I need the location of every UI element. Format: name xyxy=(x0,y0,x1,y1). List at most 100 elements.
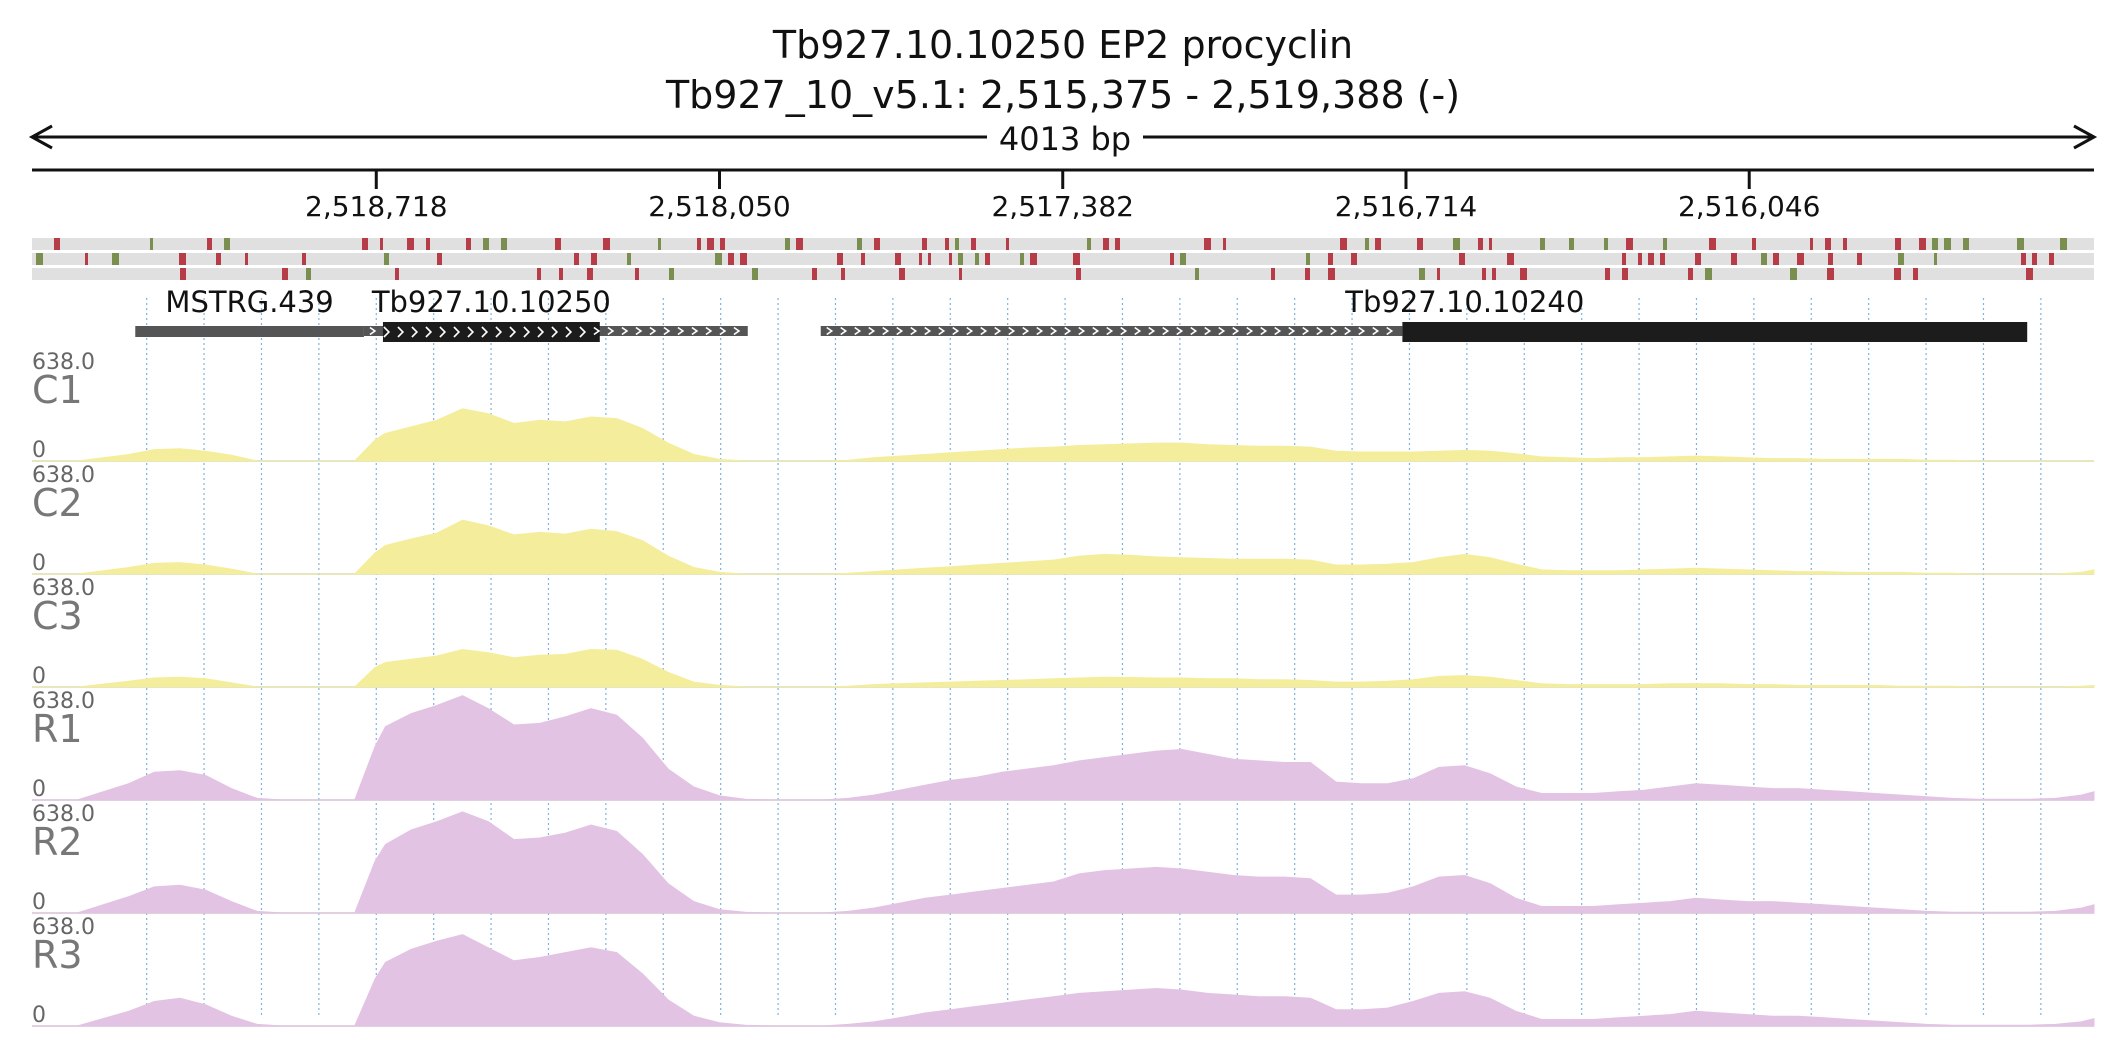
stop-codon-mark xyxy=(1492,268,1496,280)
strand-chevron-icon xyxy=(1358,326,1366,336)
gene-models: MSTRG.439 Tb927.10.10250 Tb927.10.10240 xyxy=(135,285,2028,342)
stop-codon-mark xyxy=(426,238,430,250)
ruler-tick-label-1: 2,518,050 xyxy=(648,190,791,223)
ymax-label: 638.0 xyxy=(32,915,95,940)
start-codon-mark xyxy=(2060,238,2067,250)
stop-codon-mark xyxy=(380,238,383,250)
stop-codon-mark xyxy=(899,268,905,280)
stop-codon-mark xyxy=(1695,253,1701,265)
gene-1-cds xyxy=(382,322,600,342)
span-arrow-left-icon xyxy=(28,124,53,150)
strand-chevron-icon xyxy=(854,326,862,336)
stop-codon-mark xyxy=(812,268,817,280)
strand-chevron-icon xyxy=(677,326,685,336)
stop-codon-mark xyxy=(2049,253,2054,265)
ymin-label: 0 xyxy=(32,890,46,915)
stop-codon-mark xyxy=(1482,268,1486,280)
strand-chevron-icon xyxy=(1302,326,1310,336)
stop-codon-mark xyxy=(1752,238,1756,250)
strand-chevron-icon xyxy=(537,326,545,338)
stop-codon-mark xyxy=(1030,253,1037,265)
strand-chevron-icon xyxy=(705,326,713,336)
start-codon-mark xyxy=(1932,238,1938,250)
track-name-R2: R2 xyxy=(32,820,83,864)
strand-chevron-icon xyxy=(621,326,629,336)
strand-chevron-icon xyxy=(1372,326,1380,336)
stop-codon-mark xyxy=(587,268,593,280)
track-R3: 638.0R3 0 xyxy=(32,915,2095,1028)
strand-chevron-icon xyxy=(579,326,587,338)
stop-codon-mark xyxy=(1797,253,1804,265)
stop-codon-mark xyxy=(697,238,701,250)
stop-codon-mark xyxy=(928,253,931,265)
start-codon-mark xyxy=(36,253,43,265)
ymin-label: 0 xyxy=(32,664,46,689)
frame-track-0 xyxy=(32,238,2094,250)
stop-codon-mark xyxy=(874,238,880,250)
strand-chevron-icon xyxy=(1260,326,1268,336)
strand-chevron-icon xyxy=(1190,326,1198,336)
stop-codon-mark xyxy=(796,238,803,250)
strand-chevron-icon xyxy=(826,326,834,336)
start-codon-mark xyxy=(627,253,631,265)
strand-chevron-icon xyxy=(1092,326,1100,336)
strand-chevron-icon xyxy=(868,326,876,336)
start-codon-mark xyxy=(501,238,507,250)
strand-chevron-icon xyxy=(453,326,461,338)
stop-codon-mark xyxy=(1204,238,1211,250)
strand-chevron-icon xyxy=(1330,326,1338,336)
strand-chevron-icon xyxy=(565,326,573,338)
start-codon-mark xyxy=(1180,253,1186,265)
stop-codon-mark xyxy=(1006,238,1009,250)
track-R2: 638.0R2 0 xyxy=(32,802,2095,915)
start-codon-mark xyxy=(1604,238,1608,250)
stop-codon-mark xyxy=(179,253,186,265)
stop-codon-mark xyxy=(1857,253,1862,265)
stop-codon-mark xyxy=(603,238,610,250)
stop-codon-mark xyxy=(635,268,639,280)
strand-chevron-icon xyxy=(1316,326,1324,336)
strand-chevron-icon xyxy=(607,326,615,336)
stop-codon-mark xyxy=(1827,268,1834,280)
stop-codon-mark xyxy=(407,238,414,250)
start-codon-mark xyxy=(150,238,153,250)
start-codon-mark xyxy=(857,238,862,250)
stop-codon-mark xyxy=(1810,238,1813,250)
coverage-area-R2 xyxy=(32,811,2095,914)
strand-chevron-icon xyxy=(495,326,503,338)
strand-chevron-icon xyxy=(383,326,391,338)
start-codon-mark xyxy=(1934,253,1937,265)
stop-codon-mark xyxy=(466,238,471,250)
strand-chevron-icon xyxy=(1134,326,1142,336)
stop-codon-mark xyxy=(1660,253,1665,265)
frame-track-2 xyxy=(32,268,2094,280)
start-codon-mark xyxy=(224,238,230,250)
strand-chevron-icon xyxy=(1106,326,1114,336)
strand-chevron-icon xyxy=(523,326,531,338)
stop-codon-mark xyxy=(1731,253,1737,265)
strand-chevron-icon xyxy=(1036,326,1044,336)
ymax-label: 638.0 xyxy=(32,802,95,827)
stop-codon-mark xyxy=(1773,253,1779,265)
stop-codon-mark xyxy=(841,268,845,280)
track-name-R3: R3 xyxy=(32,933,83,977)
strand-chevron-icon xyxy=(551,326,559,338)
coverage-tracks: 638.0C10638.0C20638.0C30638.0R10638.0R20… xyxy=(32,350,2095,1028)
stop-codon-mark xyxy=(1626,238,1633,250)
stop-codon-mark xyxy=(1271,268,1275,280)
strand-chevron-icon xyxy=(663,326,671,336)
stop-codon-mark xyxy=(559,268,563,280)
strand-chevron-icon xyxy=(1246,326,1254,336)
coverage-area-R1 xyxy=(32,695,2095,801)
strand-chevron-icon xyxy=(733,326,741,336)
ymin-label: 0 xyxy=(32,551,46,576)
stop-codon-mark xyxy=(302,253,306,265)
start-codon-mark xyxy=(715,253,722,265)
strand-chevron-icon xyxy=(840,326,848,336)
stop-codon-mark xyxy=(1073,253,1080,265)
strand-chevron-icon xyxy=(1162,326,1170,336)
gene-label-2: Tb927.10.10240 xyxy=(1344,285,1584,319)
stop-codon-mark xyxy=(54,238,60,250)
stop-codon-mark xyxy=(1375,238,1381,250)
